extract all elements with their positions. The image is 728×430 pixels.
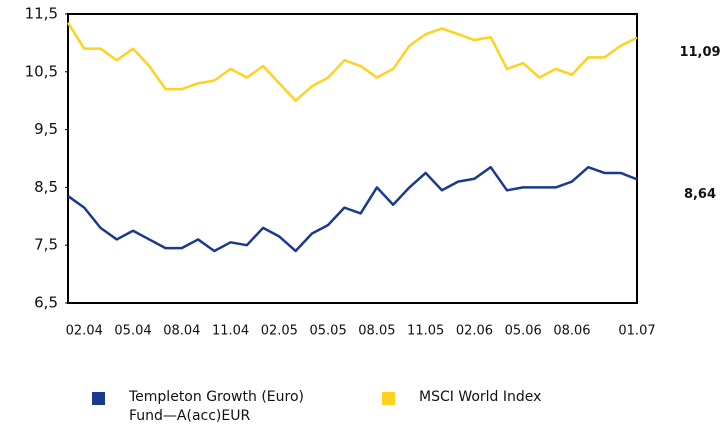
legend-swatch bbox=[382, 392, 395, 405]
y-tick-label: 10,5 bbox=[25, 62, 58, 80]
x-tick-label: 02.06 bbox=[456, 324, 493, 339]
legend-label: MSCI World Index bbox=[419, 389, 542, 405]
plot-frame bbox=[67, 13, 638, 304]
x-tick-label: 05.05 bbox=[310, 324, 347, 339]
legend-item: MSCI World Index bbox=[382, 388, 632, 407]
y-tick-label: 7,5 bbox=[34, 236, 58, 254]
series-line bbox=[67, 165, 638, 253]
end-value-label: 8,64 bbox=[684, 187, 716, 202]
x-tick-label: 08.06 bbox=[553, 324, 590, 339]
x-tick-label: 02.05 bbox=[261, 324, 298, 339]
x-tick-label: 08.05 bbox=[358, 324, 395, 339]
end-value-label: 11,09 bbox=[679, 45, 720, 60]
legend-swatch bbox=[92, 392, 105, 405]
y-tick-label: 6,5 bbox=[34, 294, 58, 312]
legend-label: Templeton Growth (Euro) Fund—A(acc)EUR bbox=[129, 389, 304, 424]
y-tick-label: 8,5 bbox=[34, 178, 58, 196]
x-tick-label: 11.05 bbox=[407, 324, 444, 339]
legend-item: Templeton Growth (Euro) Fund—A(acc)EUR bbox=[92, 388, 342, 426]
x-tick-label: 11.04 bbox=[212, 324, 249, 339]
x-tick-label: 02.04 bbox=[66, 324, 103, 339]
series-line bbox=[66, 22, 638, 102]
y-tick-label: 11,5 bbox=[25, 5, 58, 23]
y-tick-label: 9,5 bbox=[34, 120, 58, 138]
x-tick-label: 05.06 bbox=[505, 324, 542, 339]
chart: 6,5 7,5 8,5 9,5 10,5 11,5 02.04 05.04 08.04 11.04… bbox=[25, 5, 721, 339]
x-tick-label: 05.04 bbox=[114, 324, 151, 339]
x-tick-label: 01.07 bbox=[618, 324, 655, 339]
x-tick-label: 08.04 bbox=[163, 324, 200, 339]
